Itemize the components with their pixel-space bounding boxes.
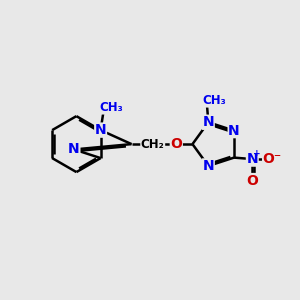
Text: N: N <box>202 159 214 173</box>
Text: +: + <box>253 149 260 158</box>
Text: N: N <box>68 142 80 157</box>
Text: CH₃: CH₃ <box>202 94 226 107</box>
Text: N: N <box>95 123 106 137</box>
Text: N: N <box>228 124 240 138</box>
Text: CH₃: CH₃ <box>99 101 123 114</box>
Text: N: N <box>202 115 214 129</box>
Text: CH₂: CH₂ <box>141 138 165 151</box>
Text: O: O <box>170 137 182 151</box>
Text: O⁻: O⁻ <box>263 152 282 166</box>
Text: O: O <box>246 174 258 188</box>
Text: N: N <box>247 152 258 166</box>
